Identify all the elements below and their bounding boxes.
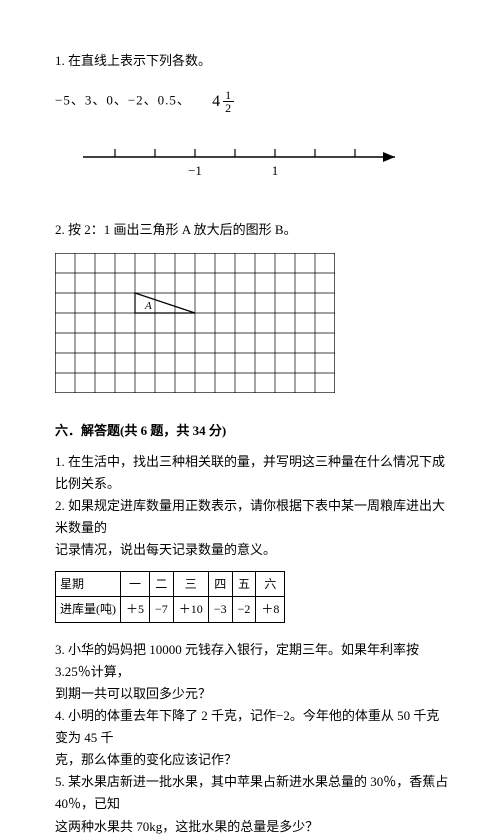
- q1-mixed-int: 4: [212, 93, 221, 110]
- day-cell: 二: [150, 572, 174, 597]
- val-cell: ＋5: [121, 597, 150, 622]
- table-row: 进库量(吨) ＋5 −7 ＋10 −3 −2 ＋8: [56, 597, 285, 622]
- col-header: 星期: [56, 572, 121, 597]
- s6-q3-line1: 3. 小华的妈妈把 10000 元钱存入银行，定期三年。如果年利率按 3.25％…: [55, 639, 450, 683]
- svg-text:A: A: [144, 300, 152, 312]
- s6-q4-line1: 4. 小明的体重去年下降了 2 千克，记作−2。今年他的体重从 50 千克变为 …: [55, 705, 450, 749]
- numberline-svg: −1 1: [55, 139, 405, 189]
- s6-q2-line1: 2. 如果规定进库数量用正数表示，请你根据下表中某一周粮库进出大米数量的: [55, 495, 450, 539]
- day-cell: 一: [121, 572, 150, 597]
- s6-q1: 1. 在生活中，找出三种相关联的量，并写明这三种量在什么情况下成比例关系。: [55, 451, 450, 495]
- stock-table: 星期 一 二 三 四 五 六 进库量(吨) ＋5 −7 ＋10 −3 −2 ＋8: [55, 571, 285, 623]
- val-cell: ＋10: [173, 597, 208, 622]
- svg-text:−1: −1: [188, 163, 202, 178]
- q1-prompt: 1. 在直线上表示下列各数。: [55, 50, 450, 72]
- s6-q4-line2: 克，那么体重的变化应该记作？: [55, 749, 450, 771]
- day-cell: 三: [173, 572, 208, 597]
- val-cell: −7: [150, 597, 174, 622]
- section6-title: 六．解答题(共 6 题，共 34 分): [55, 420, 450, 442]
- svg-text:1: 1: [272, 163, 279, 178]
- grid-svg: A: [55, 253, 335, 393]
- q1-values: −5、3、0、−2、0.5、 412: [55, 88, 450, 115]
- q1-frac-den: 2: [223, 102, 234, 115]
- s6-q5-line1: 5. 某水果店新进一批水果，其中苹果占新进水果总量的 30％，香蕉占 40％，已…: [55, 771, 450, 815]
- day-cell: 六: [256, 572, 285, 597]
- q2-prompt: 2. 按 2：1 画出三角形 A 放大后的图形 B。: [55, 219, 450, 241]
- val-cell: ＋8: [256, 597, 285, 622]
- numberline-container: −1 1: [55, 139, 450, 189]
- table-row: 星期 一 二 三 四 五 六: [56, 572, 285, 597]
- val-cell: −3: [208, 597, 232, 622]
- day-cell: 五: [232, 572, 256, 597]
- s6-q5-line2: 这两种水果共 70kg，这批水果的总量是多少？: [55, 816, 450, 838]
- val-cell: −2: [232, 597, 256, 622]
- q1-frac-num: 1: [223, 89, 234, 103]
- s6-q3-line2: 到期一共可以取回多少元？: [55, 683, 450, 705]
- q1-values-list: −5、3、0、−2、0.5、: [55, 93, 191, 108]
- grid-container: A: [55, 253, 450, 400]
- day-cell: 四: [208, 572, 232, 597]
- q1-mixed-frac: 12: [223, 89, 234, 115]
- row-header: 进库量(吨): [56, 597, 121, 622]
- s6-q2-line2: 记录情况，说出每天记录数量的意义。: [55, 539, 450, 561]
